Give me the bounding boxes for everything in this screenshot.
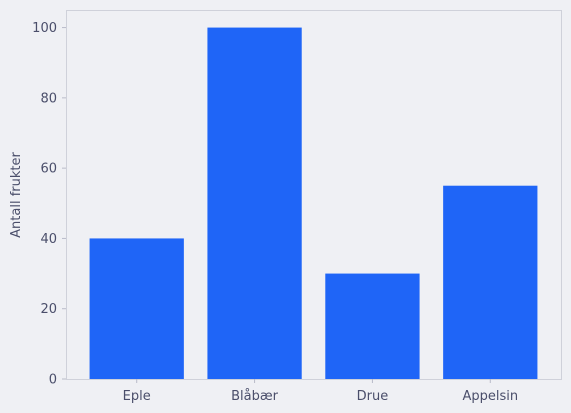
x-tick-label: Eple: [123, 389, 151, 404]
y-tick-label: 40: [40, 232, 57, 247]
y-tick-label: 80: [40, 91, 57, 106]
y-axis: 0 20 40 60 80 100: [32, 21, 66, 388]
bar-appelsin: [443, 185, 538, 379]
x-tick-label: Blåbær: [231, 389, 279, 404]
y-tick-label: 60: [40, 162, 57, 177]
plot-area-frame: [66, 10, 562, 380]
x-axis: Eple Blåbær Drue Appelsin: [123, 379, 518, 404]
y-tick-label: 100: [32, 21, 57, 36]
x-tick-label: Drue: [357, 389, 389, 404]
x-tick-label: Appelsin: [462, 389, 518, 404]
y-tick-label: 20: [40, 302, 57, 317]
y-axis-label: Antall frukter: [9, 152, 24, 238]
bar-blåbær: [207, 27, 302, 379]
bar-drue: [325, 273, 420, 379]
y-tick-label: 0: [49, 373, 57, 388]
bar-eple: [89, 238, 184, 379]
bars-layer: [89, 27, 538, 379]
